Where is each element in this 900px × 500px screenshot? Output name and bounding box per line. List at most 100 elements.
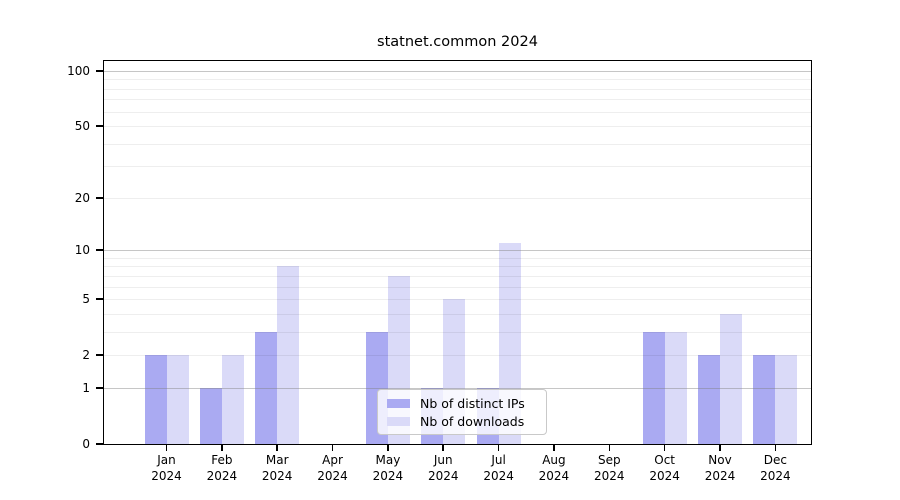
y-tick-label-10: 10 <box>74 243 90 258</box>
bar-distinct-ips-jan <box>144 355 167 444</box>
y-gridline-1 <box>104 387 811 389</box>
bar-downloads-oct <box>664 331 687 444</box>
y-tick-2 <box>96 354 103 356</box>
bar-distinct-ips-feb <box>199 387 222 444</box>
bar-distinct-ips-nov <box>698 355 720 444</box>
y-gridline-90 <box>104 79 811 81</box>
month-name: Sep <box>597 453 621 467</box>
y-gridline-2 <box>104 355 811 357</box>
y-gridline-40 <box>104 143 811 145</box>
y-gridline-60 <box>104 111 811 113</box>
y-gridline-80 <box>104 88 811 90</box>
month-name: Jan <box>157 453 176 467</box>
y-tick-100 <box>96 69 103 72</box>
y-gridline-20 <box>104 197 811 199</box>
month-name: Nov <box>708 453 732 467</box>
y-gridline-4 <box>104 313 811 315</box>
month-year: 2024 <box>317 469 348 483</box>
x-tick-label-may: May 2024 <box>358 452 418 484</box>
legend-swatch-downloads <box>387 416 410 426</box>
month-name: Jun <box>433 453 453 467</box>
y-tick-10 <box>96 249 103 251</box>
month-year: 2024 <box>760 469 791 483</box>
y-tick-50 <box>96 125 103 127</box>
month-name: May <box>375 453 401 467</box>
bar-downloads-jan <box>166 355 189 444</box>
x-tick-label-nov: Nov 2024 <box>690 452 750 484</box>
x-tick-aug <box>553 445 555 451</box>
y-gridline-100 <box>104 70 811 72</box>
month-name: Aug <box>542 453 566 467</box>
legend: Nb of distinct IPs Nb of downloads <box>377 389 547 435</box>
month-year: 2024 <box>427 469 459 483</box>
month-year: 2024 <box>594 469 625 483</box>
bar-downloads-nov <box>720 313 742 444</box>
x-tick-nov <box>719 445 721 451</box>
y-tick-label-20: 20 <box>74 190 90 205</box>
legend-row-downloads: Nb of downloads <box>387 413 538 429</box>
legend-label-distinct-ips: Nb of distinct IPs <box>420 395 525 411</box>
y-gridline-5 <box>104 299 811 301</box>
x-tick-feb <box>221 445 223 451</box>
month-name: Apr <box>322 453 343 467</box>
month-year: 2024 <box>538 469 570 483</box>
y-tick-1 <box>96 387 103 389</box>
x-tick-jan <box>165 445 168 451</box>
month-year: 2024 <box>483 469 514 483</box>
month-year: 2024 <box>372 469 404 483</box>
y-tick-label-2: 2 <box>82 348 90 363</box>
x-tick-label-apr: Apr 2024 <box>303 452 363 484</box>
x-tick-label-mar: Mar 2024 <box>247 452 307 484</box>
month-name: Oct <box>654 453 676 467</box>
y-tick-label-50: 50 <box>74 119 90 134</box>
y-tick-5 <box>96 298 103 300</box>
y-tick-label-1: 1 <box>82 380 90 395</box>
y-tick-0 <box>96 443 103 445</box>
x-tick-oct <box>663 445 666 451</box>
month-year: 2024 <box>704 469 736 483</box>
y-gridline-7 <box>104 275 811 277</box>
x-tick-label-aug: Aug 2024 <box>524 452 584 484</box>
x-tick-jun <box>442 445 445 451</box>
x-tick-mar <box>276 445 278 451</box>
y-tick-label-0: 0 <box>82 437 90 451</box>
y-tick-20 <box>96 197 103 199</box>
x-tick-label-sep: Sep 2024 <box>579 452 639 484</box>
month-name: Mar <box>265 453 289 467</box>
bar-downloads-feb <box>221 355 244 444</box>
month-year: 2024 <box>649 469 680 483</box>
plot-area: Nb of distinct IPs Nb of downloads <box>103 60 812 445</box>
month-name: Jul <box>491 453 506 467</box>
x-tick-may <box>387 445 389 451</box>
x-tick-label-dec: Dec 2024 <box>745 452 805 484</box>
y-gridline-6 <box>104 286 811 288</box>
month-year: 2024 <box>206 469 238 483</box>
month-name: Dec <box>763 453 787 467</box>
legend-row-distinct-ips: Nb of distinct IPs <box>387 395 538 411</box>
x-tick-apr <box>331 445 334 451</box>
x-tick-label-jan: Jan 2024 <box>137 452 197 484</box>
chart-title: statnet.common 2024 <box>377 34 538 50</box>
x-tick-label-jul: Jul 2024 <box>469 452 529 484</box>
month-name: Feb <box>211 453 233 467</box>
x-tick-label-feb: Feb 2024 <box>192 452 252 484</box>
x-tick-jul <box>497 445 500 451</box>
bar-downloads-mar <box>277 266 300 444</box>
y-tick-label-5: 5 <box>82 292 90 307</box>
bar-distinct-ips-dec <box>753 355 776 444</box>
y-gridline-70 <box>104 99 811 101</box>
y-gridline-3 <box>104 331 811 333</box>
y-tick-label-100: 100 <box>67 63 90 78</box>
y-gridline-10 <box>104 250 811 252</box>
legend-label-downloads: Nb of downloads <box>420 413 525 429</box>
month-year: 2024 <box>261 469 293 483</box>
x-tick-label-jun: Jun 2024 <box>413 452 473 484</box>
month-year: 2024 <box>151 469 182 483</box>
y-gridline-9 <box>104 257 811 259</box>
bar-distinct-ips-mar <box>255 331 278 444</box>
x-tick-dec <box>774 445 777 451</box>
bar-distinct-ips-oct <box>642 331 665 444</box>
legend-swatch-distinct-ips <box>387 398 410 408</box>
bar-downloads-dec <box>775 355 798 444</box>
